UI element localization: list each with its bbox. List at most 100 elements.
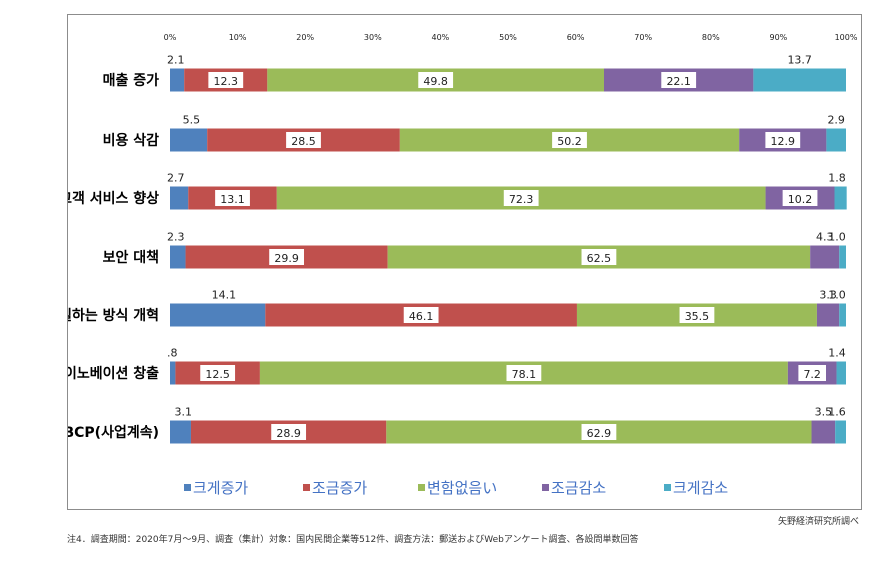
data-label: 72.3 [509,193,534,206]
data-label: 46.1 [409,310,434,323]
category-label: 매출 증가 [103,72,160,89]
bar-segment-1 [170,128,208,152]
bar-segment-5 [836,361,846,385]
data-label-bg [271,424,307,440]
category-label: 일하는 방식 개혁 [68,307,159,324]
data-label-bg [403,307,439,323]
data-label: 62.9 [587,427,612,440]
legend-swatch [303,484,310,491]
data-label: 49.8 [423,75,448,88]
data-label: 29.9 [274,252,299,265]
data-label-bg [798,365,826,381]
footnote: 注4．調査期間：2020年7月～9月、調査（集計）対象：国内民間企業等512件、… [67,535,639,545]
bar-segment-1 [170,245,186,269]
data-label: 5.5 [183,114,201,127]
x-tick-label: 60% [567,33,585,42]
data-label: 3.3 [819,289,837,302]
data-label: 3.5 [815,406,833,419]
data-label-bg [581,249,617,265]
bar-segment-4 [816,303,840,327]
data-label: 2.7 [167,172,185,185]
data-label: 28.9 [276,427,301,440]
data-label: 2.3 [167,231,185,244]
data-label: 22.1 [666,75,691,88]
x-tick-label: 20% [296,33,314,42]
data-label: 28.5 [291,135,316,148]
x-tick-label: 100% [835,33,858,42]
category-label: BCP(사업계속) [68,425,159,441]
bar-segment-5 [753,68,846,92]
category-label: 고객 서비스 향상 [68,190,159,207]
data-label: 2.9 [827,114,845,127]
data-label: 7.2 [803,368,821,381]
data-label: 1.0 [828,289,846,302]
data-label: 13.7 [787,54,812,67]
bar-segment-1 [170,420,191,444]
legend-swatch [542,484,549,491]
data-label: 1.8 [828,172,846,185]
bar-segment-5 [839,245,846,269]
data-label-bg [679,307,715,323]
data-label-bg [765,132,801,148]
source-note: 矢野経済研究所調べ [777,517,859,527]
data-label-bg [286,132,321,148]
bar-segment-5 [835,420,846,444]
category-label: 이노베이션 창출 [68,365,159,382]
x-tick-label: 40% [432,33,450,42]
data-label-bg [506,365,542,381]
data-label: 78.1 [512,368,537,381]
data-label: 4.3 [816,231,834,244]
data-label: .8 [167,347,178,360]
data-label-bg [418,72,454,88]
data-label-bg [503,190,539,206]
bar-segment-1 [170,361,176,385]
legend-label: 변함없음い [427,479,497,497]
data-label: 12.5 [205,368,230,381]
bar-segment-4 [810,245,840,269]
category-label: 비용 삭감 [103,132,160,149]
category-label: 보안 대책 [103,249,159,266]
data-label: 50.2 [557,135,582,148]
x-tick-label: 70% [634,33,652,42]
data-label: 1.6 [828,406,846,419]
data-label: 35.5 [685,310,710,323]
data-label: 62.5 [587,252,612,265]
bar-segment-4 [811,420,836,444]
legend-label: 조금증가 [312,479,367,497]
data-label: 10.2 [788,193,813,206]
legend-label: 크게감소 [673,479,728,497]
data-label-bg [269,249,305,265]
data-label-bg [200,365,236,381]
x-tick-label: 90% [770,33,788,42]
bar-segment-1 [170,68,185,92]
legend-swatch [184,484,191,491]
data-label-bg [661,72,697,88]
x-tick-label: 10% [229,33,247,42]
bar-segment-5 [839,303,846,327]
legend-swatch [418,484,425,491]
data-label-bg [552,132,587,148]
legend-label: 조금감소 [551,479,606,497]
data-label: 12.9 [771,135,796,148]
bar-segment-5 [826,128,846,152]
stacked-bar-chart: 0% 10% 20% 30% 40% 50% 60% 70% 80% 90% 100% 매출 증가비용… [68,33,858,497]
data-label-bg [581,424,617,440]
data-label-bg [782,190,818,206]
legend-swatch [664,484,671,491]
x-tick-label: 50% [499,33,517,42]
data-label: 1.4 [828,347,846,360]
x-tick-label: 80% [702,33,720,42]
data-label: 12.3 [214,75,239,88]
data-label: 14.1 [212,289,237,302]
data-label-bg [208,72,244,88]
data-label: 2.1 [167,54,185,67]
data-label-bg [215,190,250,206]
data-label: 1.0 [828,231,846,244]
bar-segment-1 [170,186,189,210]
bar-segment-5 [834,186,847,210]
x-tick-label: 0% [164,33,177,42]
x-tick-label: 30% [364,33,382,42]
data-label: 3.1 [174,406,192,419]
legend-label: 크게증가 [193,479,248,497]
